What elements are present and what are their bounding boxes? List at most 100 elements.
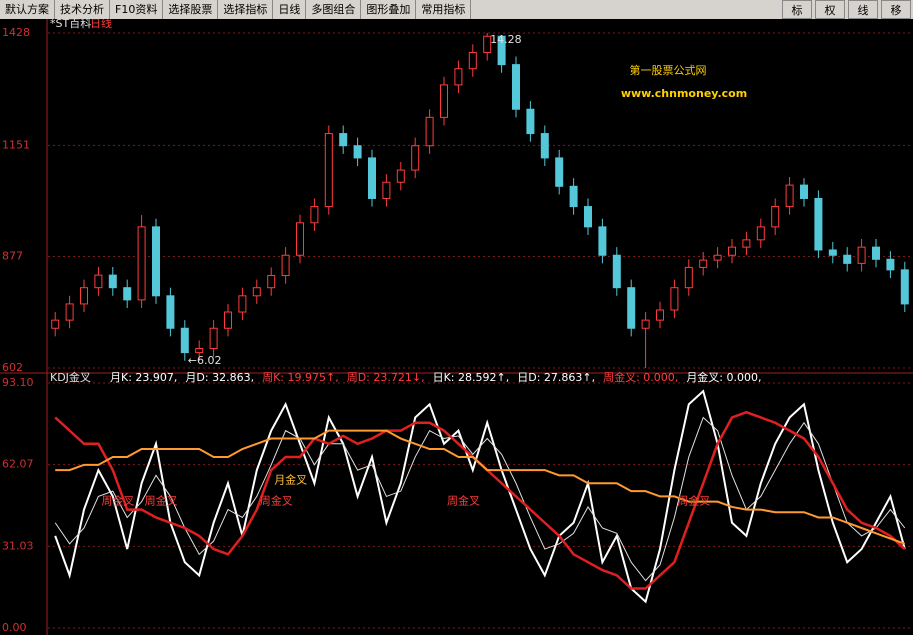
chart-title: KDJ金叉: [50, 370, 91, 384]
toolbar-button[interactable]: 默认方案: [0, 0, 55, 19]
candle-body: [742, 239, 751, 248]
candle-body: [310, 206, 319, 224]
legend-entry: 周D: 23.721↓,: [347, 371, 425, 384]
y-tick-label: 1428: [2, 26, 30, 39]
toolbar-button[interactable]: F10资料: [110, 0, 164, 19]
candle-body: [425, 116, 434, 147]
toolbar-button[interactable]: 常用指标: [416, 0, 472, 19]
annotation: ←6.02: [188, 354, 222, 367]
legend-entry: 月K: 23.907,: [110, 371, 177, 384]
candle-body: [771, 206, 780, 228]
candle-body: [382, 181, 391, 199]
candle-body: [94, 274, 103, 289]
toolbar-icon[interactable]: 标: [782, 0, 812, 19]
y-tick-label: 877: [2, 249, 23, 262]
candle-body: [368, 157, 376, 199]
candle-body: [641, 319, 650, 329]
candle-body: [224, 311, 232, 329]
candle-body: [252, 287, 261, 297]
candle-body: [51, 319, 60, 329]
y-tick-label: 1151: [2, 138, 30, 151]
legend-entry: 周K: 19.975↑,: [262, 371, 339, 384]
candle-body: [900, 269, 909, 305]
annotation: 14.28: [490, 33, 522, 46]
series-line: [54, 416, 906, 582]
toolbar-button[interactable]: 选择指标: [218, 0, 274, 19]
candle-body: [497, 35, 506, 66]
candle-body: [728, 246, 736, 256]
chart-title: *ST百科: [50, 19, 91, 30]
candle-body: [108, 274, 117, 289]
toolbar: 默认方案 技术分析 F10资料 选择股票 选择指标 日线 多图组合 图形叠加 常用指标 标权线移: [0, 0, 913, 19]
candle-body: [684, 266, 693, 289]
candle-body: [857, 246, 866, 264]
candle-body: [713, 254, 722, 261]
y-tick-label: 602: [2, 361, 23, 374]
candle-body: [843, 254, 852, 264]
candle-body: [353, 145, 362, 159]
candle-body: [814, 197, 823, 251]
candle-body: [137, 226, 146, 301]
candle-body: [296, 222, 304, 256]
annotation: 周金叉: [677, 494, 710, 508]
toolbar-right: 标权线移: [782, 0, 911, 19]
candle-body: [238, 295, 247, 313]
candle-body: [440, 84, 448, 118]
candle-body: [526, 108, 535, 135]
candle-body: [540, 133, 549, 159]
candle-body: [612, 254, 621, 289]
toolbar-button[interactable]: 技术分析: [55, 0, 110, 19]
candle-body: [872, 246, 880, 260]
candle-body: [699, 259, 708, 268]
candle-body: [756, 226, 765, 241]
candle-body: [281, 254, 290, 277]
toolbar-button[interactable]: 日线: [273, 0, 307, 19]
candle-body: [267, 275, 276, 289]
y-tick-label: 31.03: [2, 539, 34, 552]
y-tick-label: 0.00: [2, 621, 27, 634]
annotation: 周金叉: [145, 494, 178, 508]
y-tick-label: 93.10: [2, 376, 34, 389]
candle-body: [209, 327, 218, 350]
candle-body: [454, 68, 463, 86]
candle-body: [828, 249, 837, 256]
candle-body: [339, 133, 348, 147]
candle-body: [195, 348, 204, 354]
candle-body: [512, 64, 520, 110]
candle-body: [670, 287, 679, 311]
annotation: 周金叉: [260, 494, 293, 508]
legend-entry: 月金叉: 0.000,: [686, 370, 761, 384]
watermark: 第一股票公式网: [630, 63, 707, 77]
legend-entry: 日K: 28.592↑,: [433, 371, 510, 384]
candle-body: [324, 133, 333, 208]
candle-body: [396, 169, 405, 183]
candle-body: [785, 184, 794, 208]
candle-body: [886, 258, 895, 271]
toolbar-icon[interactable]: 移: [881, 0, 911, 19]
annotation: 周金叉: [101, 494, 134, 508]
legend-entry: 日D: 27.863↑,: [517, 371, 595, 384]
toolbar-icon[interactable]: 线: [848, 0, 878, 19]
candle-body: [483, 35, 492, 53]
candle-body: [468, 51, 477, 70]
series-line: [55, 429, 906, 545]
candle-body: [555, 157, 564, 187]
toolbar-button[interactable]: 选择股票: [163, 0, 219, 19]
candle-body: [166, 295, 175, 329]
toolbar-button[interactable]: 图形叠加: [361, 0, 417, 19]
legend-entry: 月D: 32.863,: [185, 371, 254, 384]
annotation: 周金叉: [447, 494, 480, 508]
candle-body: [152, 226, 160, 297]
candle-body: [569, 185, 578, 208]
candle-body: [123, 287, 132, 301]
candle-body: [411, 145, 420, 171]
toolbar-button[interactable]: 多图组合: [306, 0, 362, 19]
watermark: www.chnmoney.com: [621, 87, 747, 100]
legend-entry: 周金叉: 0.000,: [603, 370, 678, 384]
candle-body: [627, 287, 636, 329]
candle-body: [65, 303, 74, 321]
chart-subtitle: 日线: [90, 19, 112, 30]
candle-body: [598, 226, 607, 256]
toolbar-icon[interactable]: 权: [815, 0, 845, 19]
